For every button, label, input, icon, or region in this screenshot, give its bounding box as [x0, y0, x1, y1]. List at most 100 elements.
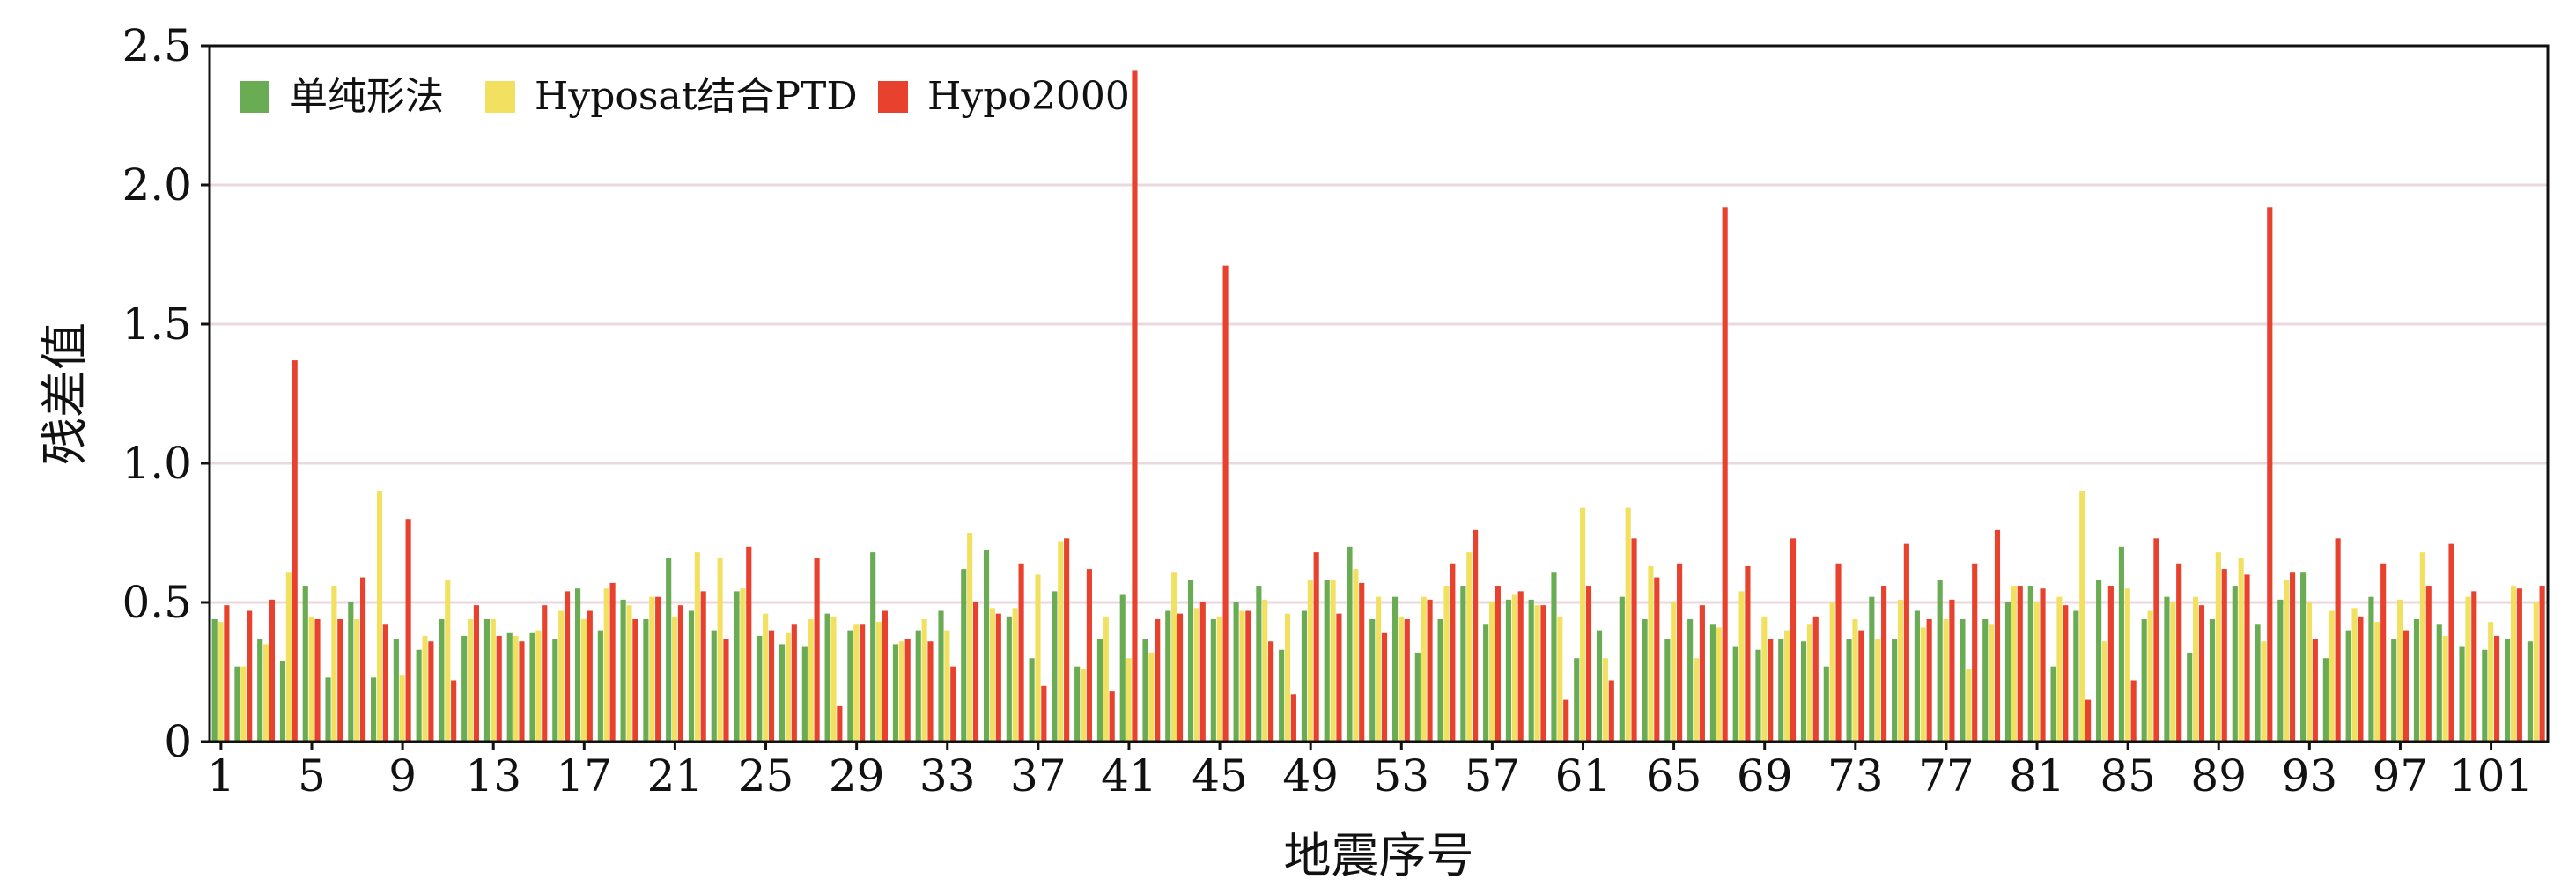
- bar-hyposat-ptd-45: [1216, 616, 1222, 742]
- bar-hyposat-ptd-34: [967, 533, 973, 742]
- bar-hypo2000-102: [2516, 588, 2522, 742]
- bar-simplex-82: [2050, 666, 2056, 742]
- bar-hyposat-ptd-79: [1989, 624, 1995, 742]
- bar-hypo2000-77: [1949, 599, 1955, 742]
- bar-hyposat-ptd-12: [467, 618, 474, 742]
- bar-simplex-1: [211, 618, 218, 742]
- bar-hyposat-ptd-51: [1353, 569, 1359, 742]
- bar-hyposat-ptd-84: [2101, 641, 2108, 742]
- bar-simplex-102: [2505, 639, 2511, 742]
- x-tick-label-93: 93: [2282, 750, 2338, 802]
- bar-hypo2000-21: [677, 605, 683, 742]
- bar-simplex-79: [1982, 618, 1989, 742]
- bar-simplex-74: [1869, 596, 1875, 742]
- bar-hypo2000-20: [655, 596, 661, 742]
- bar-simplex-96: [2368, 596, 2374, 742]
- bar-simplex-6: [325, 677, 331, 742]
- bar-simplex-24: [734, 591, 740, 742]
- legend-label-simplex: 单纯形法: [289, 74, 444, 119]
- bar-simplex-78: [1960, 618, 1966, 742]
- bar-hypo2000-27: [814, 558, 820, 742]
- bar-hypo2000-12: [473, 605, 480, 742]
- bar-simplex-87: [2164, 596, 2170, 742]
- bar-hyposat-ptd-76: [1920, 627, 1926, 742]
- bar-hyposat-ptd-52: [1376, 596, 1382, 742]
- bar-hypo2000-79: [1994, 529, 2001, 742]
- bar-hypo2000-52: [1381, 632, 1388, 742]
- bar-hyposat-ptd-10: [422, 635, 428, 742]
- bar-hyposat-ptd-74: [1875, 639, 1881, 742]
- bar-hyposat-ptd-57: [1488, 602, 1495, 742]
- bar-hyposat-ptd-103: [2533, 602, 2539, 742]
- bar-hyposat-ptd-65: [1671, 602, 1677, 742]
- bar-hypo2000-76: [1926, 618, 1932, 742]
- bar-simplex-64: [1642, 618, 1648, 742]
- bar-hyposat-ptd-86: [2147, 610, 2153, 742]
- bar-hypo2000-71: [1812, 616, 1819, 742]
- bar-simplex-40: [1096, 639, 1103, 742]
- bar-simplex-39: [1074, 666, 1081, 742]
- bar-hypo2000-23: [723, 639, 729, 742]
- bar-hyposat-ptd-31: [898, 641, 904, 742]
- bar-hyposat-ptd-36: [1012, 608, 1018, 742]
- bar-hyposat-ptd-20: [649, 596, 655, 742]
- bar-hypo2000-89: [2221, 569, 2227, 742]
- bar-hypo2000-73: [1858, 630, 1864, 742]
- bar-simplex-11: [439, 618, 445, 742]
- bar-hyposat-ptd-61: [1580, 507, 1586, 742]
- bar-hyposat-ptd-58: [1511, 594, 1517, 742]
- bar-simplex-20: [643, 618, 649, 742]
- x-tick-label-89: 89: [2190, 750, 2247, 802]
- x-tick-label-101: 101: [2449, 750, 2533, 802]
- grid-lines: [210, 183, 2548, 604]
- x-tick-label-81: 81: [2009, 750, 2065, 802]
- bar-hyposat-ptd-18: [603, 588, 609, 742]
- bar-hyposat-ptd-37: [1035, 574, 1041, 742]
- legend: 单纯形法 Hyposat结合PTD Hypo2000: [240, 74, 1130, 119]
- bar-simplex-35: [983, 549, 990, 742]
- x-axis-label: 地震序号: [1284, 828, 1474, 883]
- bar-simplex-42: [1142, 639, 1148, 742]
- x-tick-label-77: 77: [1918, 750, 1974, 802]
- bar-simplex-52: [1369, 618, 1376, 742]
- x-tick-label-21: 21: [647, 750, 704, 802]
- bar-simplex-10: [416, 649, 422, 742]
- bar-hyposat-ptd-13: [490, 618, 496, 742]
- x-tick-label-45: 45: [1192, 750, 1248, 802]
- y-tick-label-1-0: 1.0: [122, 438, 192, 489]
- bar-simplex-63: [1619, 596, 1625, 742]
- bar-simplex-97: [2391, 639, 2397, 742]
- x-tick-label-97: 97: [2373, 750, 2429, 802]
- bar-simplex-69: [1755, 649, 1761, 742]
- bar-hyposat-ptd-47: [1262, 599, 1268, 742]
- bar-hypo2000-7: [359, 577, 366, 742]
- x-tick-label-37: 37: [1010, 750, 1067, 802]
- bar-simplex-45: [1210, 618, 1216, 742]
- x-tick-label-49: 49: [1282, 750, 1339, 802]
- bar-hypo2000-62: [1608, 680, 1614, 742]
- bar-hyposat-ptd-43: [1171, 572, 1177, 742]
- bar-hypo2000-93: [2312, 639, 2318, 742]
- bar-hyposat-ptd-77: [1943, 618, 1949, 742]
- bar-hypo2000-41: [1132, 70, 1138, 742]
- bar-hypo2000-38: [1064, 538, 1070, 742]
- x-tick-label-5: 5: [298, 750, 326, 802]
- bar-hypo2000-94: [2335, 538, 2341, 742]
- bar-hyposat-ptd-98: [2419, 552, 2425, 742]
- bar-hyposat-ptd-32: [921, 618, 927, 742]
- bar-simplex-36: [1006, 616, 1012, 742]
- bar-simplex-48: [1279, 649, 1285, 742]
- bar-simplex-65: [1664, 639, 1671, 742]
- bar-hyposat-ptd-17: [580, 618, 587, 742]
- bar-simplex-5: [302, 586, 308, 742]
- bar-hypo2000-19: [632, 618, 638, 742]
- bar-simplex-47: [1256, 586, 1262, 742]
- bar-simplex-89: [2209, 618, 2216, 742]
- bar-hypo2000-28: [837, 705, 843, 742]
- bar-hyposat-ptd-59: [1534, 605, 1540, 742]
- bar-hypo2000-9: [405, 519, 411, 742]
- bar-hypo2000-45: [1222, 265, 1229, 742]
- bar-simplex-38: [1052, 591, 1058, 742]
- bar-hyposat-ptd-88: [2193, 596, 2199, 742]
- bar-simplex-12: [461, 635, 468, 742]
